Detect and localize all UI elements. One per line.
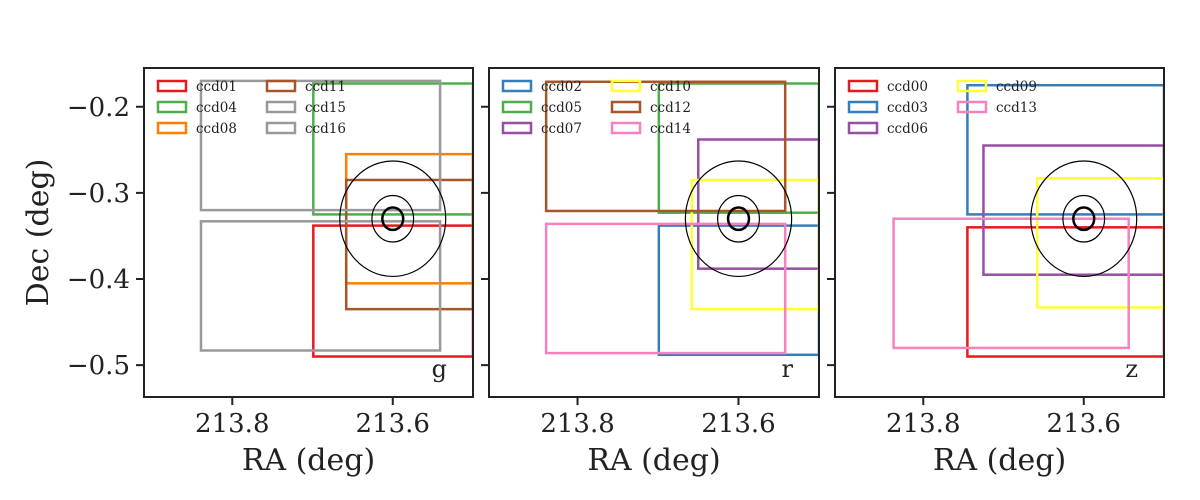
axes-frame: [143, 67, 474, 398]
target-circle-2: [1062, 194, 1106, 243]
target-circle-3: [381, 206, 405, 232]
ccd16-footprint: [199, 220, 442, 352]
ccd02-legend-label: ccd02: [541, 79, 582, 95]
ccd10-footprint: [690, 178, 819, 311]
ccd12-footprint: [544, 80, 787, 213]
ccd06-footprint: [982, 144, 1164, 276]
target-circle-1: [1030, 160, 1138, 278]
x-tick-label: 213.8: [540, 409, 614, 439]
ccd15-footprint: [199, 79, 442, 212]
ccd03-legend-swatch: [847, 100, 879, 114]
ccd06-legend-label: ccd06: [887, 121, 928, 137]
x-tick-label: 213.8: [886, 409, 960, 439]
ccd16-legend-swatch: [265, 121, 297, 135]
target-circle-3: [726, 206, 751, 232]
ccd09-footprint: [1035, 176, 1164, 309]
ccd04-legend-label: ccd04: [196, 100, 237, 116]
ccd00-legend-label: ccd00: [887, 79, 928, 95]
plot-area: [544, 80, 819, 357]
y-axis-label: Dec (deg): [21, 159, 56, 307]
ccd07-legend-label: ccd07: [541, 121, 582, 137]
axes-frame: [488, 67, 820, 398]
ccd06-legend-swatch: [847, 121, 879, 135]
ccd04-legend-swatch: [156, 100, 188, 114]
ccd09-legend-swatch: [956, 79, 988, 93]
ccd07-legend-swatch: [501, 121, 533, 135]
ccd12-legend-swatch: [610, 100, 642, 114]
panel-g: 213.8 213.6 −0.2 −0.3 −0.4 −0.5 RA (deg) Dec (d…: [21, 67, 474, 478]
y-tick-label: −0.3: [67, 179, 130, 209]
y-tick-label: −0.4: [67, 265, 130, 295]
panel-r: 213.8 213.6RA (deg)rccd02ccd05ccd07ccd10c…: [481, 67, 820, 478]
ccd08-legend-swatch: [156, 121, 188, 135]
ccd15-legend-swatch: [265, 100, 297, 114]
ccd03-legend-label: ccd03: [887, 100, 928, 116]
ccd00-legend-swatch: [847, 79, 879, 93]
target-circle-2: [716, 194, 761, 243]
x-tick-label: 213.6: [701, 409, 775, 439]
plot-area: [199, 79, 473, 358]
target-circle-3: [1072, 206, 1096, 232]
ccd01-legend-label: ccd01: [196, 79, 237, 95]
ccd10-legend-label: ccd10: [650, 79, 691, 95]
ccd14-legend-label: ccd14: [650, 121, 691, 137]
band-label: g: [432, 355, 447, 383]
ccd01-footprint: [312, 224, 473, 358]
ccd14-legend-swatch: [610, 121, 642, 135]
ccd01-legend-swatch: [156, 79, 188, 93]
ccd10-legend-swatch: [610, 79, 642, 93]
ccd05-legend-swatch: [501, 100, 533, 114]
target-circle-1: [684, 160, 793, 278]
x-axis-label: RA (deg): [242, 443, 375, 478]
ccd11-legend-label: ccd11: [305, 79, 346, 95]
ccd11-legend-swatch: [265, 79, 297, 93]
panel-z: 213.8 213.6RA (deg)zccd00ccd03ccd06ccd09c…: [827, 67, 1165, 478]
ccd08-footprint: [344, 152, 473, 285]
ccd09-legend-label: ccd09: [996, 79, 1037, 95]
ccd00-footprint: [966, 226, 1164, 358]
x-tick-label: 213.6: [1047, 409, 1121, 439]
y-tick-label: −0.2: [67, 93, 130, 123]
x-tick-label: 213.6: [356, 409, 430, 439]
target-circle-2: [371, 194, 415, 243]
ccd12-legend-label: ccd12: [650, 100, 691, 116]
ccd15-legend-label: ccd15: [305, 100, 346, 116]
legend: ccd00 ccd03 ccd06 ccd09 ccd13: [847, 79, 1037, 137]
x-tick-label: 213.8: [195, 409, 269, 439]
axes-frame: [834, 67, 1165, 398]
ccd07-footprint: [697, 138, 819, 270]
x-axis-label: RA (deg): [933, 443, 1066, 478]
ccd13-legend-swatch: [956, 100, 988, 114]
ccd16-legend-label: ccd16: [305, 121, 346, 137]
band-label: r: [782, 355, 794, 383]
ccd13-legend-label: ccd13: [996, 100, 1037, 116]
ccd08-legend-label: ccd08: [196, 121, 237, 137]
legend: ccd01 ccd04 ccd08 ccd11 ccd15 ccd16: [156, 79, 346, 137]
ccd02-legend-swatch: [501, 79, 533, 93]
plot-area: [892, 83, 1164, 358]
ccd05-footprint: [657, 82, 819, 214]
ccd03-footprint: [966, 83, 1164, 216]
ccd04-footprint: [312, 82, 473, 216]
legend: ccd02 ccd05 ccd07 ccd10 ccd12 ccd14: [501, 79, 691, 137]
y-tick-label: −0.5: [67, 351, 130, 381]
band-label: z: [1125, 355, 1138, 383]
ccd13-footprint: [892, 217, 1130, 350]
target-circle-1: [339, 160, 447, 278]
ccd14-footprint: [544, 222, 787, 355]
ccd05-legend-label: ccd05: [541, 100, 582, 116]
x-axis-label: RA (deg): [587, 443, 720, 478]
ccd11-footprint: [344, 178, 473, 311]
ccd02-footprint: [657, 224, 819, 357]
